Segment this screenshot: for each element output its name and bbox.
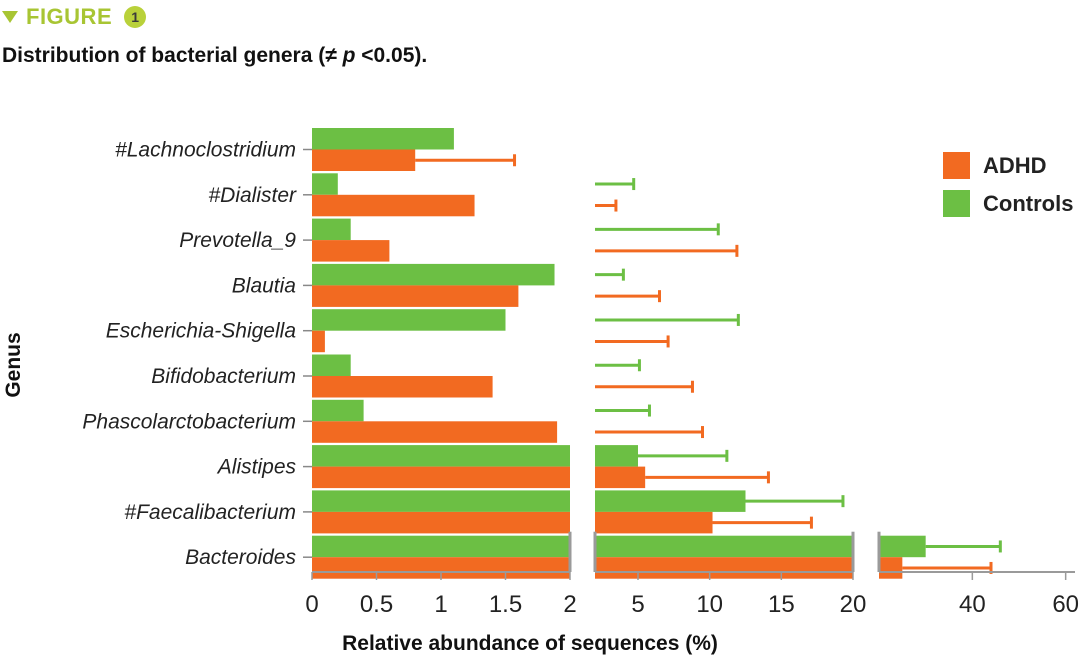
bar-controls xyxy=(312,173,338,195)
bar-controls xyxy=(312,309,506,331)
x-tick-label: 1.5 xyxy=(489,591,522,618)
bar-adhd xyxy=(312,330,325,353)
bar-adhd xyxy=(595,511,713,534)
chart-subtitle: Distribution of bacterial genera (≠ p <0… xyxy=(2,44,427,68)
subtitle-text-post: <0.05). xyxy=(355,44,428,67)
x-tick-label: 40 xyxy=(959,591,986,618)
bar-controls xyxy=(312,490,570,512)
x-tick-label: 10 xyxy=(696,591,723,618)
x-tick-label: 2 xyxy=(563,591,576,618)
x-tick-label: 0 xyxy=(305,591,318,618)
x-axis-title: Relative abundance of sequences (%) xyxy=(342,632,718,655)
x-tick-label: 0.5 xyxy=(360,591,393,618)
figure-label: FIGURE xyxy=(26,4,113,29)
bar-controls xyxy=(312,535,570,558)
subtitle-p-symbol: p xyxy=(342,44,356,67)
bar-adhd xyxy=(312,511,570,534)
bar-adhd xyxy=(879,557,903,579)
category-label: #Dialister xyxy=(208,184,297,207)
legend-label-adhd: ADHD xyxy=(983,153,1047,178)
y-axis-title: Genus xyxy=(2,332,25,397)
category-label: #Lachnoclostridium xyxy=(115,139,296,162)
bar-adhd xyxy=(312,421,558,443)
category-label: Bifidobacterium xyxy=(151,365,296,388)
category-label: Escherichia-Shigella xyxy=(106,320,296,343)
x-tick-label: 15 xyxy=(768,591,795,618)
bar-controls xyxy=(312,445,570,467)
x-tick-label: 5 xyxy=(631,591,644,618)
bar-adhd xyxy=(595,557,853,579)
category-label: Phascolarctobacterium xyxy=(82,410,296,433)
bar-adhd xyxy=(312,466,570,489)
bar-adhd xyxy=(312,149,416,171)
bar-adhd xyxy=(312,240,390,262)
x-tick-label: 1 xyxy=(434,591,447,618)
category-label: Bacteroides xyxy=(185,546,296,569)
triangle-down-icon xyxy=(2,11,18,23)
figure-header: FIGURE 1 xyxy=(2,2,147,32)
bar-adhd xyxy=(595,466,646,489)
bar-adhd xyxy=(312,194,475,217)
x-tick-label: 60 xyxy=(1052,591,1079,618)
category-label: #Faecalibacterium xyxy=(124,501,296,524)
bar-controls xyxy=(595,535,853,558)
figure-number-badge: 1 xyxy=(124,6,147,28)
bar-controls xyxy=(879,535,926,558)
legend-label-controls: Controls xyxy=(983,191,1073,216)
bar-controls xyxy=(312,399,364,422)
bar-controls xyxy=(312,218,351,241)
subtitle-text-pre: Distribution of bacterial genera (≠ xyxy=(2,44,343,67)
category-label: Prevotella_9 xyxy=(179,229,296,252)
bar-controls xyxy=(312,263,555,286)
x-tick-label: 20 xyxy=(840,591,867,618)
category-label: Alistipes xyxy=(216,456,297,479)
legend-swatch-controls xyxy=(943,190,970,217)
bar-controls xyxy=(595,445,638,467)
bar-adhd xyxy=(312,376,493,398)
bar-controls xyxy=(312,354,351,376)
bar-controls xyxy=(595,490,746,512)
bar-controls xyxy=(312,128,454,150)
bar-adhd xyxy=(312,285,519,307)
category-label: Blautia xyxy=(232,274,296,297)
legend-swatch-adhd xyxy=(943,152,970,179)
